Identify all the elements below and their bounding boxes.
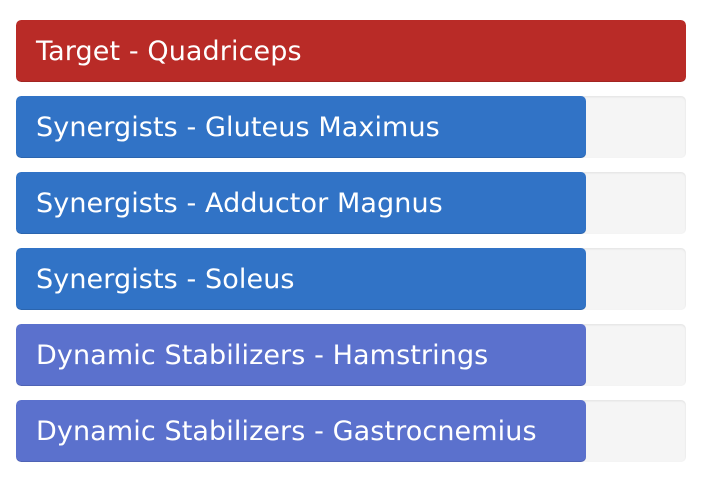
muscle-row-synergists-soleus: Synergists - Soleus	[16, 248, 686, 310]
muscle-bar: Synergists - Soleus	[16, 248, 586, 310]
muscle-row-synergists-adductor-magnus: Synergists - Adductor Magnus	[16, 172, 686, 234]
muscle-bar: Dynamic Stabilizers - Gastrocnemius	[16, 400, 586, 462]
muscle-bar: Dynamic Stabilizers - Hamstrings	[16, 324, 586, 386]
muscle-label: Synergists - Adductor Magnus	[36, 187, 443, 219]
muscle-bar: Synergists - Adductor Magnus	[16, 172, 586, 234]
muscle-row-dynamic-stabilizers-hamstrings: Dynamic Stabilizers - Hamstrings	[16, 324, 686, 386]
muscle-bar: Synergists - Gluteus Maximus	[16, 96, 586, 158]
muscle-bar: Target - Quadriceps	[16, 20, 686, 82]
muscle-row-synergists-gluteus-maximus: Synergists - Gluteus Maximus	[16, 96, 686, 158]
muscle-row-target-quadriceps: Target - Quadriceps	[16, 20, 686, 82]
muscle-row-dynamic-stabilizers-gastrocnemius: Dynamic Stabilizers - Gastrocnemius	[16, 400, 686, 462]
muscle-list: Target - Quadriceps Synergists - Gluteus…	[16, 20, 686, 462]
muscle-label: Dynamic Stabilizers - Hamstrings	[36, 339, 489, 371]
muscle-label: Synergists - Soleus	[36, 263, 295, 295]
muscle-label: Target - Quadriceps	[36, 35, 302, 67]
muscle-label: Dynamic Stabilizers - Gastrocnemius	[36, 415, 537, 447]
muscle-label: Synergists - Gluteus Maximus	[36, 111, 440, 143]
